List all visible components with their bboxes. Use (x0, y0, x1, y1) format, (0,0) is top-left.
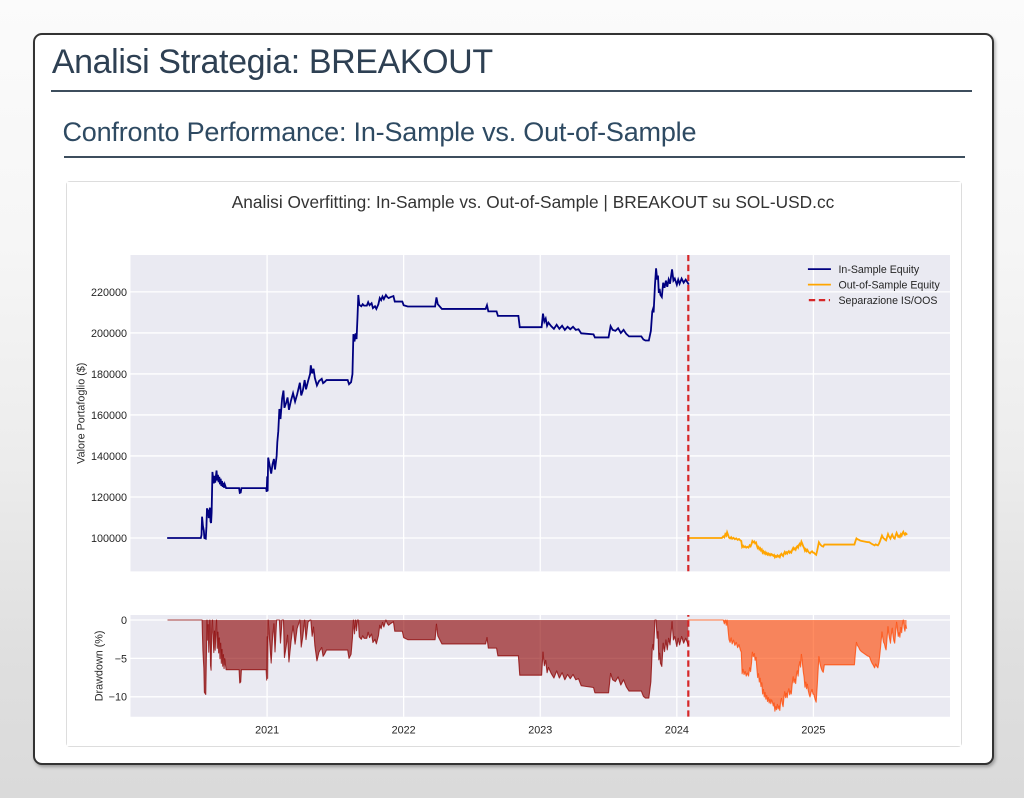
svg-text:2025: 2025 (801, 725, 825, 737)
svg-text:2024: 2024 (664, 725, 688, 737)
svg-text:120000: 120000 (90, 492, 126, 504)
svg-text:Out-of-Sample Equity: Out-of-Sample Equity (838, 279, 940, 291)
svg-text:200000: 200000 (90, 328, 126, 340)
svg-text:Valore Portafoglio ($): Valore Portafoglio ($) (75, 363, 87, 464)
svg-text:180000: 180000 (90, 369, 126, 381)
svg-text:0: 0 (120, 615, 126, 627)
svg-text:Analisi Overfitting: In-Sample: Analisi Overfitting: In-Sample vs. Out-o… (231, 192, 834, 212)
svg-text:2022: 2022 (391, 725, 415, 737)
svg-text:Drawdown (%): Drawdown (%) (93, 631, 105, 702)
svg-text:2021: 2021 (255, 725, 279, 737)
svg-text:In-Sample Equity: In-Sample Equity (838, 264, 919, 276)
svg-text:100000: 100000 (90, 533, 126, 545)
svg-text:−5: −5 (114, 653, 126, 665)
svg-text:160000: 160000 (90, 410, 126, 422)
svg-text:2023: 2023 (528, 725, 552, 737)
svg-text:Separazione IS/OOS: Separazione IS/OOS (838, 295, 937, 307)
svg-text:140000: 140000 (90, 451, 126, 463)
svg-text:220000: 220000 (90, 287, 126, 299)
svg-text:−10: −10 (108, 692, 126, 704)
